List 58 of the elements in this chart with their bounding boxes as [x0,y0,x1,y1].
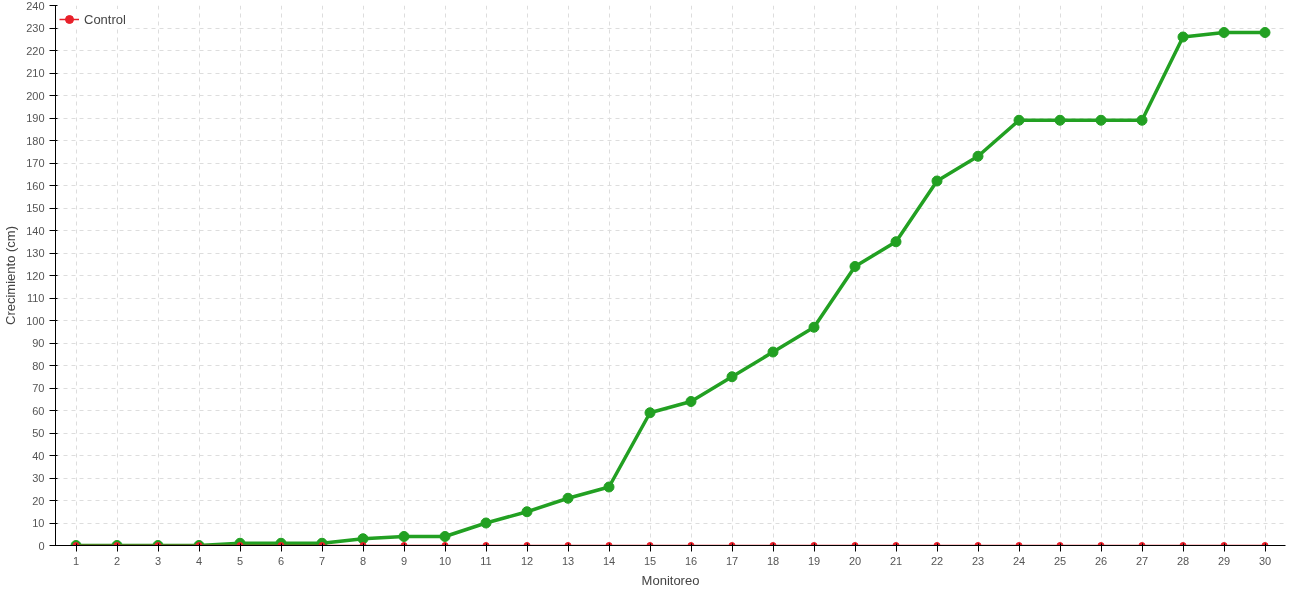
x-tick-label: 20 [848,554,862,567]
x-tick-label: 1 [72,554,80,567]
x-tick-label: 7 [318,554,326,567]
y-tick-label: 220 [26,44,45,57]
x-tick-label: 12 [520,554,534,567]
y-tick-label: 200 [26,89,45,102]
x-tick-label: 18 [766,554,780,567]
x-tick-label: 26 [1094,554,1108,567]
x-tick-label: 27 [1135,554,1149,567]
x-tick-label: 16 [684,554,698,567]
x-tick-label: 21 [889,554,903,567]
y-tick-label: 120 [26,269,45,282]
x-tick-label: 5 [236,554,244,567]
y-tick-label: 100 [26,314,45,327]
y-tick-label: 10 [32,517,45,529]
y-tick-label: 210 [26,67,45,79]
y-tick-label: 160 [26,179,45,192]
y-tick-label: 240 [26,0,45,12]
x-tick-label: 11 [480,554,492,567]
y-tick-label: 60 [32,404,45,417]
x-tick-label: 3 [154,554,162,567]
x-tick-label: 6 [277,554,285,567]
y-tick-label: 170 [26,157,45,169]
x-tick-label: 17 [725,554,739,567]
x-tick-label: 9 [400,554,408,567]
x-tick-label: 28 [1176,554,1190,567]
x-tick-label: 10 [438,554,452,567]
x-tick-label: 4 [195,554,203,567]
y-tick-label: 40 [32,449,45,462]
y-tick-label: 50 [32,427,45,439]
legend-label: Control [84,11,126,27]
y-tick-label: 20 [32,494,45,507]
x-tick-label: 25 [1053,554,1067,567]
y-tick-label: 90 [32,337,45,349]
x-tick-label: 2 [113,554,121,567]
y-axis-title: Crecimiento (cm) [3,226,19,325]
y-tick-label: 130 [26,247,45,259]
x-tick-label: 19 [807,554,821,567]
y-tick-label: 180 [26,134,45,147]
x-axis-title: Monitoreo [641,572,700,588]
x-tick-label: 8 [359,554,367,567]
x-tick-label: 30 [1258,554,1272,567]
y-tick-label: 230 [26,22,45,34]
y-tick-label: 140 [26,224,45,237]
y-tick-label: 70 [32,382,45,394]
y-tick-label: 0 [38,539,45,552]
x-tick-label: 22 [930,554,944,567]
x-tick-label: 14 [602,554,616,567]
x-tick-label: 23 [971,554,985,567]
y-tick-label: 190 [26,112,45,124]
x-tick-label: 15 [643,554,657,567]
x-tick-label: 24 [1012,554,1026,567]
y-tick-label: 30 [32,472,45,484]
y-tick-label: 80 [32,359,45,372]
y-tick-label: 110 [26,292,45,304]
y-tick-label: 150 [26,202,45,214]
x-tick-label: 13 [561,554,575,567]
x-tick-label: 29 [1217,554,1231,567]
